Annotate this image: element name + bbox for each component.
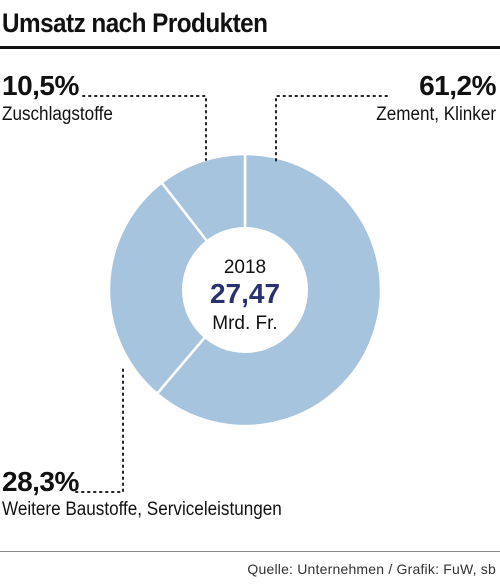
chart-title: Umsatz nach Produkten (2, 8, 268, 38)
source-note: Quelle: Unternehmen / Grafik: FuW, sb (247, 561, 496, 577)
category-label-weitere: Weitere Baustoffe, Serviceleistungen (2, 499, 282, 520)
leader-line-weitere (75, 364, 124, 493)
leader-line-zuschlagstoffe (82, 95, 207, 161)
slice-weitere (107, 181, 247, 395)
category-label-zement: Zement, Klinker (376, 104, 496, 125)
center-value: 27,47 (210, 278, 280, 309)
value-label-zuschlagstoffe: 10,5% (2, 70, 79, 101)
center-year: 2018 (224, 257, 266, 278)
center-unit: Mrd. Fr. (212, 313, 277, 334)
value-label-zement: 61,2% (419, 70, 496, 101)
value-label-weitere: 28,3% (2, 466, 79, 497)
title-divider (0, 46, 500, 49)
source-divider (0, 551, 500, 552)
category-label-zuschlagstoffe: Zuschlagstoffe (2, 104, 113, 125)
donut-hole (182, 227, 308, 353)
leader-line-zement (275, 95, 388, 163)
leader-lines-group (75, 95, 388, 493)
